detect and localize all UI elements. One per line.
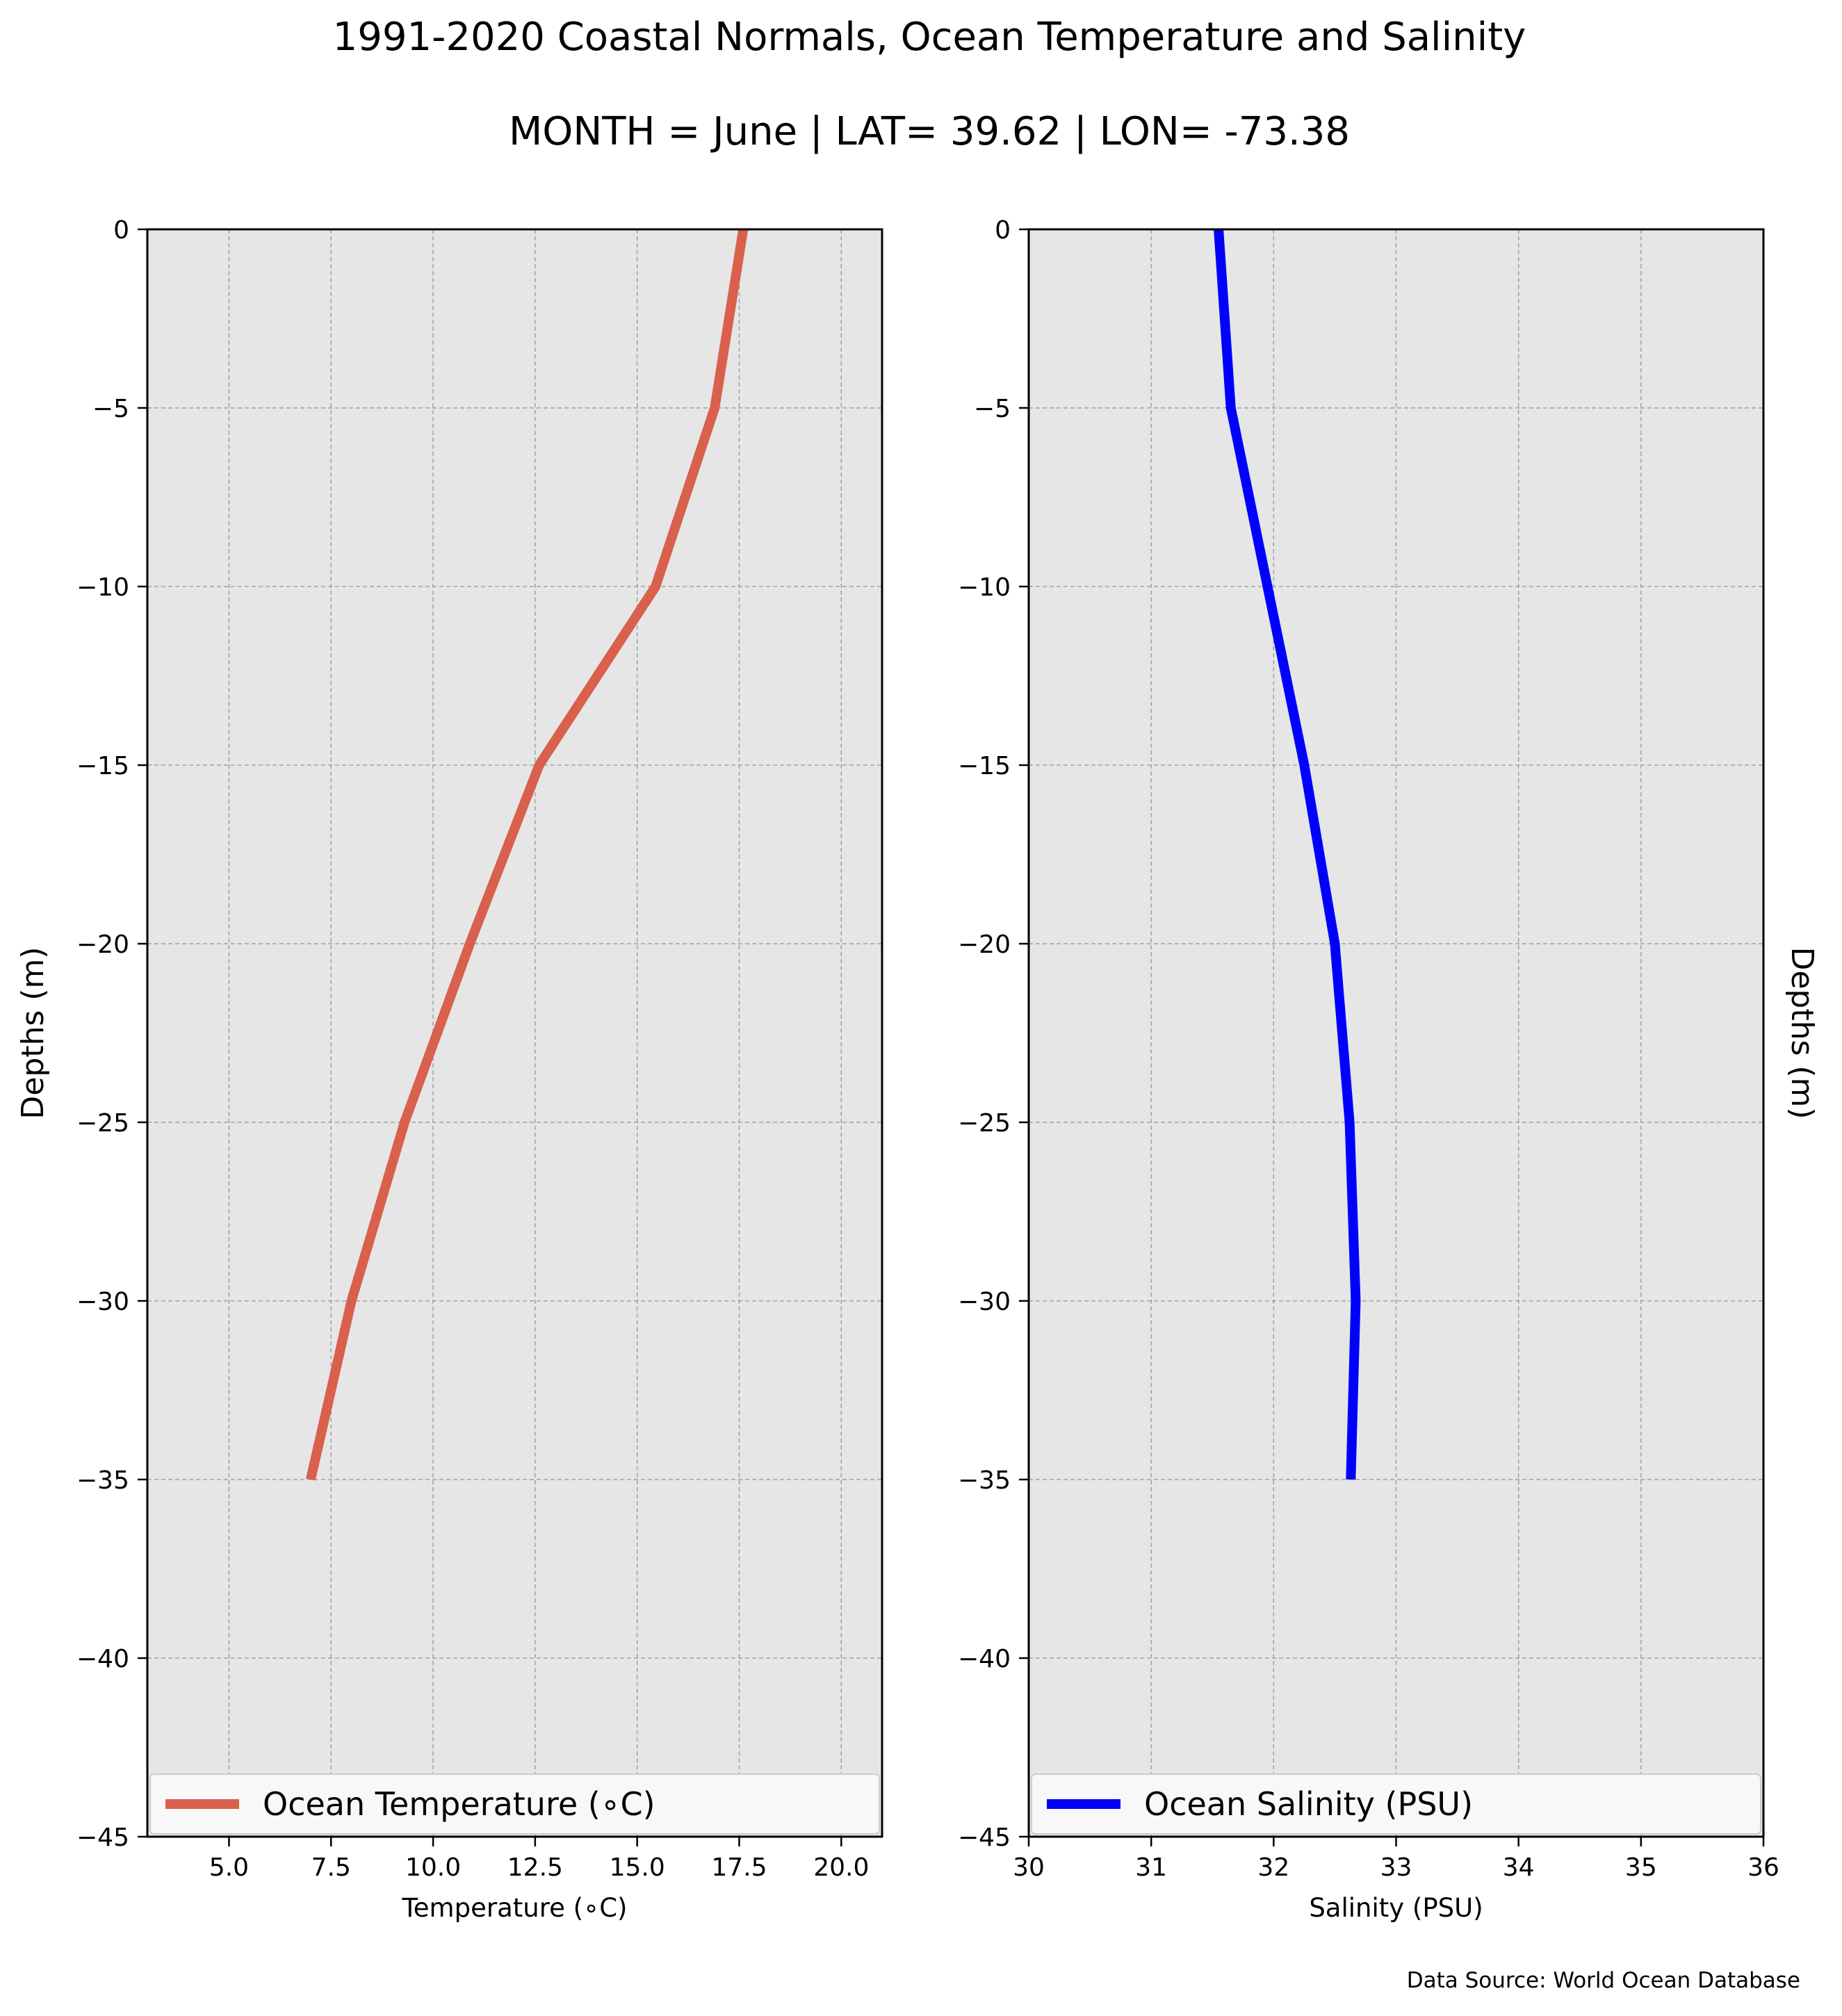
- sal-y-tick-label: −25: [958, 1109, 1011, 1138]
- salinity-panel: Ocean Salinity (PSU) 30 31 32 33 34 35 36 0 −5 −10…: [958, 216, 1820, 1923]
- temp-x-tick-label: 10.0: [405, 1853, 461, 1882]
- sal-y-tick-label: −20: [958, 931, 1011, 959]
- temp-x-axis-label: Temperature (∘C): [401, 1893, 627, 1923]
- temp-x-tick-label: 15.0: [610, 1853, 665, 1882]
- temp-x-tick-label: 20.0: [813, 1853, 869, 1882]
- temp-plot-area: [147, 229, 882, 1837]
- sal-plot-area: [1029, 229, 1763, 1837]
- temp-y-tick-label: −40: [76, 1645, 129, 1673]
- temp-y-axis-label: Depths (m): [15, 946, 51, 1119]
- temp-x-tick-label: 7.5: [311, 1853, 351, 1882]
- sal-x-tick-label: 34: [1503, 1853, 1535, 1882]
- sal-y-tick-label: −30: [958, 1288, 1011, 1316]
- figure-subtitle: MONTH = June | LAT= 39.62 | LON= -73.38: [509, 109, 1350, 154]
- temp-y-tick-label: −20: [76, 931, 129, 959]
- sal-y-tick-label: 0: [995, 216, 1011, 245]
- temp-legend-box: [149, 1773, 880, 1835]
- temp-axes-frame: [146, 228, 883, 1838]
- temp-legend-label: Ocean Temperature (∘C): [263, 1785, 655, 1823]
- temp-y-tick-label: −35: [76, 1466, 129, 1495]
- temp-y-tick-label: −45: [76, 1824, 129, 1852]
- sal-legend-label: Ocean Salinity (PSU): [1144, 1785, 1473, 1823]
- temp-y-tick-label: −15: [76, 752, 129, 780]
- temp-y-tick-label: −10: [76, 573, 129, 602]
- source-note: Data Source: World Ocean Database: [1407, 1968, 1800, 1993]
- sal-y-tick-label: −5: [974, 395, 1011, 423]
- temp-y-tick-label: −30: [76, 1288, 129, 1316]
- sal-x-axis-label: Salinity (PSU): [1309, 1893, 1483, 1923]
- temp-y-tick-label: −25: [76, 1109, 129, 1138]
- sal-series-line: [1214, 229, 1361, 1480]
- sal-y-tick-label: −15: [958, 752, 1011, 780]
- temp-x-tick-label: 5.0: [209, 1853, 249, 1882]
- sal-legend-box: [1031, 1773, 1761, 1835]
- temp-x-tick-label: 12.5: [507, 1853, 563, 1882]
- temp-y-tick-label: 0: [113, 216, 129, 245]
- sal-y-tick-label: −10: [958, 573, 1011, 602]
- temp-series-line: [306, 228, 749, 1481]
- sal-x-tick-label: 30: [1013, 1853, 1045, 1882]
- sal-y-tick-label: −40: [958, 1645, 1011, 1673]
- figure-title: 1991-2020 Coastal Normals, Ocean Tempera…: [333, 15, 1526, 60]
- sal-y-tick-label: −35: [958, 1466, 1011, 1495]
- temperature-panel: Ocean Temperature (∘C) 5.0 7.5 10.0 12.5 15.0…: [15, 216, 883, 1923]
- sal-y-tick-label: −45: [958, 1824, 1011, 1852]
- sal-x-tick-label: 31: [1135, 1853, 1167, 1882]
- sal-x-tick-label: 35: [1625, 1853, 1657, 1882]
- temp-y-tick-label: −5: [92, 395, 129, 423]
- temp-x-tick-label: 17.5: [711, 1853, 767, 1882]
- sal-x-tick-label: 36: [1747, 1853, 1779, 1882]
- sal-y-axis-label: Depths (m): [1784, 946, 1820, 1119]
- sal-x-tick-label: 32: [1257, 1853, 1289, 1882]
- sal-x-tick-label: 33: [1380, 1853, 1412, 1882]
